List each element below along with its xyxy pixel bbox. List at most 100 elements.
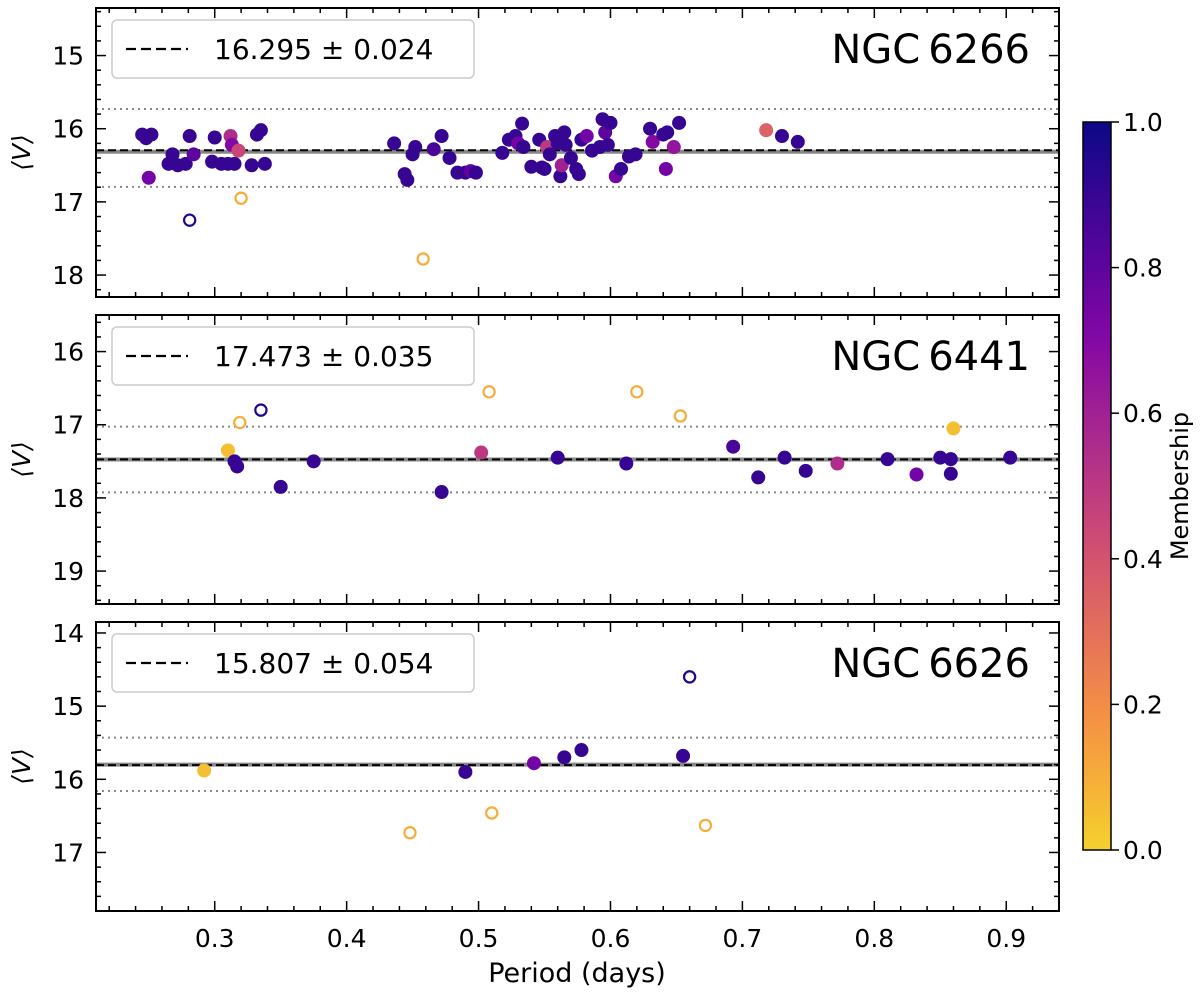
x-tick-label: 0.9 bbox=[986, 924, 1026, 953]
data-point bbox=[227, 156, 242, 171]
data-point bbox=[141, 170, 156, 185]
y-tick-label: 18 bbox=[52, 261, 84, 290]
data-point bbox=[798, 463, 813, 478]
data-point bbox=[495, 145, 510, 160]
x-tick-label: 0.5 bbox=[459, 924, 499, 953]
data-point bbox=[909, 467, 924, 482]
data-point bbox=[600, 137, 615, 152]
y-tick-label: 16 bbox=[52, 338, 84, 367]
data-point bbox=[400, 172, 415, 187]
data-point bbox=[553, 169, 568, 184]
data-point bbox=[563, 150, 578, 165]
data-point bbox=[614, 161, 629, 176]
data-point bbox=[759, 123, 774, 138]
y-tick-label: 17 bbox=[52, 188, 84, 217]
data-point bbox=[619, 456, 634, 471]
y-axis-label: ⟨V⟩ bbox=[7, 134, 36, 171]
data-point bbox=[231, 143, 246, 158]
data-point bbox=[574, 743, 589, 758]
data-point bbox=[165, 147, 180, 162]
data-point bbox=[257, 156, 272, 171]
data-point-open bbox=[234, 191, 248, 205]
legend-text: 17.473 ± 0.035 bbox=[214, 340, 433, 373]
data-point bbox=[571, 167, 586, 182]
panel-frame bbox=[95, 621, 1060, 912]
data-point bbox=[524, 159, 539, 174]
data-point bbox=[660, 125, 675, 140]
legend: 17.473 ± 0.035 bbox=[111, 326, 475, 386]
data-point bbox=[676, 748, 691, 763]
data-point bbox=[306, 454, 321, 469]
x-tick-label: 0.7 bbox=[723, 924, 763, 953]
data-point bbox=[557, 125, 572, 140]
legend-text: 16.295 ± 0.024 bbox=[214, 33, 433, 66]
x-tick-label: 0.3 bbox=[195, 924, 235, 953]
y-axis-label: ⟨V⟩ bbox=[7, 748, 36, 785]
panel-frame bbox=[95, 7, 1060, 298]
y-tick-label: 17 bbox=[52, 838, 84, 867]
data-point bbox=[408, 140, 423, 155]
data-point bbox=[197, 763, 212, 778]
legend-box bbox=[111, 19, 475, 79]
data-point bbox=[830, 456, 845, 471]
data-point bbox=[666, 140, 681, 155]
legend-text: 15.807 ± 0.054 bbox=[214, 647, 433, 680]
data-point-open bbox=[630, 385, 644, 399]
y-tick-label: 16 bbox=[52, 115, 84, 144]
data-point bbox=[550, 450, 565, 465]
data-point bbox=[426, 142, 441, 157]
data-point bbox=[777, 450, 792, 465]
data-point bbox=[537, 161, 552, 176]
data-point bbox=[387, 136, 402, 151]
data-point bbox=[658, 161, 673, 176]
colorbar-tick-label: 0.6 bbox=[1123, 399, 1163, 428]
data-point bbox=[603, 115, 618, 130]
data-point bbox=[144, 127, 159, 142]
data-point bbox=[946, 421, 961, 436]
y-tick-label: 15 bbox=[52, 42, 84, 71]
data-point bbox=[468, 165, 483, 180]
data-point bbox=[230, 459, 245, 474]
colorbar: 0.0 0.2 0.4 0.6 0.8 1.0 Membership bbox=[1082, 108, 1194, 865]
panel-3: 14 15 16 17 ⟨V⟩ NGC 6626 15.807 ± 0.054 bbox=[7, 619, 1060, 912]
colorbar-tick-label: 0.8 bbox=[1123, 254, 1163, 283]
data-point-open bbox=[182, 213, 197, 227]
colorbar-tick-label: 0.4 bbox=[1123, 545, 1163, 574]
y-tick-label: 16 bbox=[52, 765, 84, 794]
data-point bbox=[880, 452, 895, 467]
data-point bbox=[672, 115, 687, 130]
x-tick-label: 0.8 bbox=[854, 924, 894, 953]
y-tick-label: 18 bbox=[52, 484, 84, 513]
data-point bbox=[434, 129, 449, 144]
legend-box bbox=[111, 326, 475, 386]
data-point bbox=[628, 147, 643, 162]
data-point-open bbox=[698, 818, 713, 833]
data-point-open bbox=[403, 826, 417, 840]
data-point bbox=[643, 121, 658, 136]
colorbar-bar bbox=[1082, 121, 1112, 851]
colorbar-tick-label: 0.0 bbox=[1123, 836, 1163, 865]
data-point bbox=[273, 479, 288, 494]
data-point bbox=[645, 134, 660, 149]
colorbar-label: Membership bbox=[1166, 412, 1194, 560]
data-point bbox=[526, 756, 541, 771]
panel-2: 16 17 18 19 ⟨V⟩ NGC 6441 17.473 ± 0.035 bbox=[7, 314, 1060, 605]
data-point bbox=[253, 123, 268, 138]
data-point bbox=[943, 452, 958, 467]
y-tick-label: 19 bbox=[52, 557, 84, 586]
legend: 15.807 ± 0.054 bbox=[111, 633, 475, 693]
data-point bbox=[1003, 450, 1018, 465]
data-point bbox=[790, 134, 805, 149]
data-point bbox=[207, 130, 222, 145]
data-point-open bbox=[233, 415, 247, 430]
data-point bbox=[458, 764, 473, 779]
data-point-open bbox=[673, 409, 688, 423]
data-point bbox=[751, 470, 766, 485]
data-point bbox=[178, 156, 193, 171]
x-tick-label: 0.6 bbox=[591, 924, 631, 953]
data-point bbox=[182, 129, 197, 144]
x-axis-label: Period (days) bbox=[488, 958, 666, 989]
data-point-open bbox=[485, 806, 499, 820]
cluster-name: NGC 6441 bbox=[831, 334, 1030, 380]
cluster-name: NGC 6266 bbox=[831, 27, 1030, 73]
